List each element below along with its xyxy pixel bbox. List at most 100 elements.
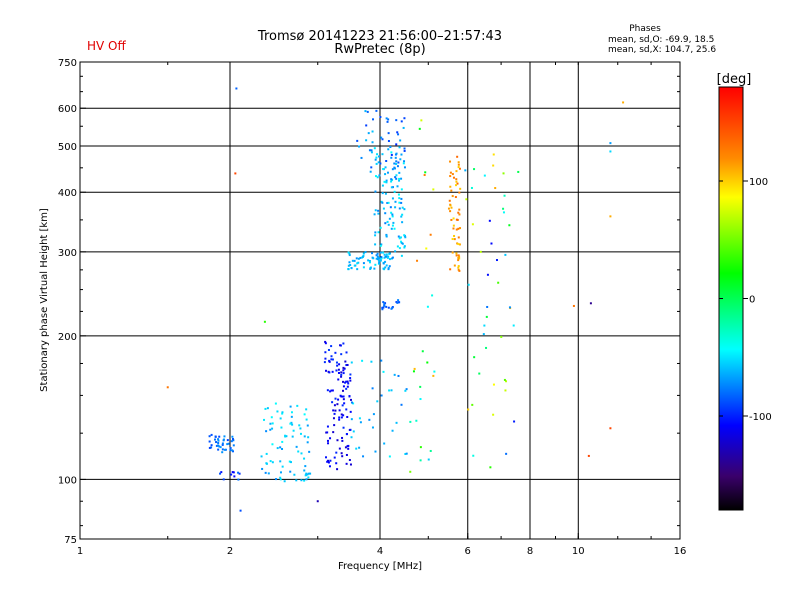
data-point bbox=[388, 389, 391, 392]
data-point bbox=[335, 361, 338, 364]
data-point bbox=[387, 306, 390, 309]
data-point bbox=[377, 155, 380, 158]
data-point bbox=[376, 176, 379, 179]
data-point bbox=[395, 177, 398, 180]
data-point bbox=[281, 440, 284, 443]
data-point bbox=[455, 254, 458, 257]
data-point bbox=[455, 184, 458, 187]
data-point bbox=[483, 324, 486, 327]
data-point bbox=[447, 207, 450, 210]
data-point bbox=[231, 471, 234, 474]
y-tick-label: 200 bbox=[58, 332, 77, 343]
data-point bbox=[448, 199, 451, 202]
data-point bbox=[403, 160, 406, 163]
data-point bbox=[394, 176, 397, 179]
data-point bbox=[337, 378, 340, 381]
data-point bbox=[269, 428, 272, 431]
x-tick-label: 16 bbox=[674, 546, 687, 557]
data-point bbox=[362, 252, 365, 255]
data-point bbox=[342, 369, 345, 372]
data-point bbox=[384, 266, 387, 269]
data-point bbox=[432, 374, 435, 377]
data-point bbox=[397, 374, 400, 377]
data-point bbox=[418, 127, 421, 130]
data-point bbox=[389, 145, 392, 148]
data-point bbox=[349, 398, 352, 401]
data-point bbox=[356, 262, 359, 265]
data-point bbox=[340, 413, 343, 416]
data-point bbox=[385, 264, 388, 267]
data-point bbox=[365, 139, 368, 142]
data-point bbox=[208, 440, 211, 443]
data-point bbox=[395, 421, 398, 424]
data-point bbox=[208, 435, 211, 438]
data-point bbox=[369, 267, 372, 270]
data-point bbox=[362, 262, 365, 265]
data-point bbox=[373, 147, 376, 150]
data-point bbox=[303, 435, 306, 438]
data-point bbox=[395, 160, 398, 163]
data-point bbox=[329, 459, 332, 462]
data-point bbox=[449, 203, 452, 206]
data-point bbox=[379, 116, 382, 119]
data-point bbox=[400, 254, 403, 257]
data-point bbox=[279, 476, 282, 479]
data-point bbox=[332, 431, 335, 434]
data-point bbox=[283, 480, 286, 483]
data-point bbox=[471, 403, 474, 406]
data-point bbox=[271, 422, 274, 425]
data-point bbox=[388, 252, 391, 255]
data-point bbox=[373, 213, 376, 216]
data-point bbox=[307, 472, 310, 475]
data-point bbox=[381, 138, 384, 141]
data-point bbox=[362, 266, 365, 269]
data-point bbox=[324, 351, 327, 354]
data-point bbox=[234, 172, 237, 175]
data-point bbox=[308, 450, 311, 453]
data-point bbox=[229, 449, 232, 452]
data-point bbox=[387, 223, 390, 226]
data-point bbox=[358, 145, 361, 148]
data-point bbox=[419, 398, 422, 401]
data-point bbox=[449, 175, 452, 178]
data-point bbox=[338, 409, 341, 412]
data-point bbox=[385, 181, 388, 184]
data-point bbox=[276, 410, 279, 413]
data-point bbox=[371, 252, 374, 255]
data-point bbox=[390, 178, 393, 181]
data-point bbox=[397, 161, 400, 164]
data-point bbox=[386, 220, 389, 223]
data-point bbox=[465, 198, 468, 201]
data-point bbox=[261, 467, 264, 470]
data-point bbox=[344, 381, 347, 384]
data-point bbox=[396, 131, 399, 134]
data-point bbox=[508, 306, 511, 309]
data-point bbox=[380, 256, 383, 259]
data-point bbox=[390, 307, 393, 310]
data-point bbox=[453, 264, 456, 267]
data-point bbox=[386, 201, 389, 204]
data-point bbox=[394, 156, 397, 159]
data-point bbox=[508, 224, 511, 227]
data-point bbox=[457, 211, 460, 214]
data-point bbox=[324, 340, 327, 343]
data-point bbox=[274, 402, 277, 405]
data-point bbox=[383, 253, 386, 256]
data-point bbox=[431, 294, 434, 297]
data-point bbox=[299, 427, 302, 430]
data-point bbox=[231, 435, 234, 438]
data-point bbox=[316, 500, 319, 503]
data-point bbox=[390, 389, 393, 392]
data-point bbox=[276, 447, 279, 450]
data-point bbox=[416, 259, 419, 262]
data-point bbox=[334, 397, 337, 400]
data-point bbox=[384, 166, 387, 169]
data-point bbox=[382, 306, 385, 309]
data-point bbox=[391, 213, 394, 216]
data-point bbox=[403, 149, 406, 152]
data-point bbox=[305, 472, 308, 475]
data-point bbox=[349, 373, 352, 376]
data-point bbox=[305, 478, 308, 481]
data-point bbox=[391, 168, 394, 171]
